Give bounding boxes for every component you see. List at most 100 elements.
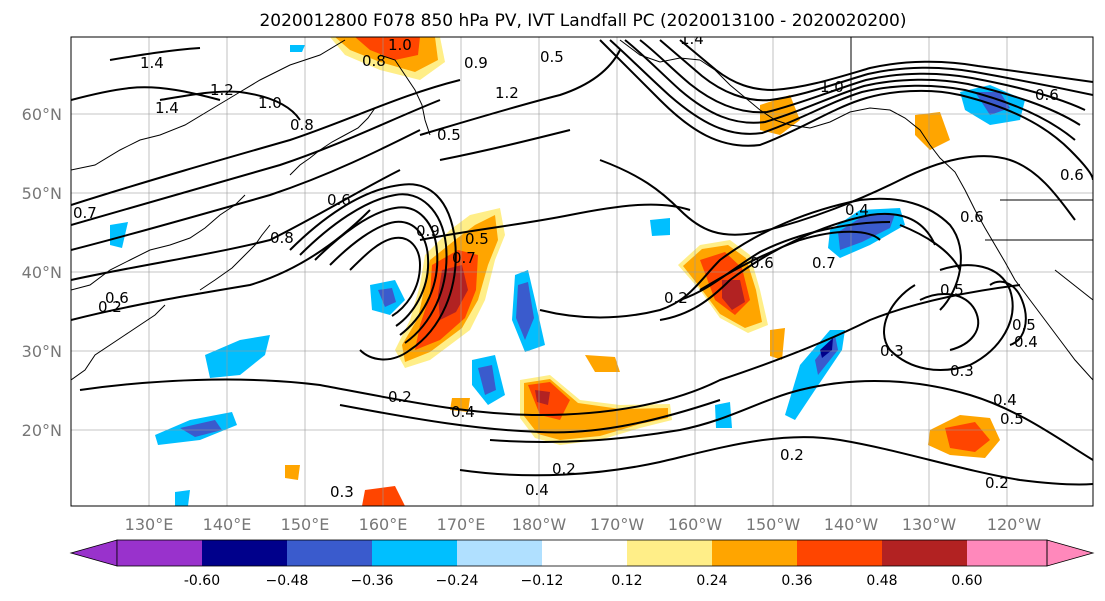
contour-label: 0.5 (1012, 316, 1036, 334)
contour-label: 0.7 (73, 204, 97, 222)
contour-label: 0.3 (880, 342, 904, 360)
lon-label: 170°E (437, 515, 486, 534)
contour-label: 0.3 (950, 362, 974, 380)
pv-negative-region (110, 222, 128, 248)
colorbar-segment (712, 540, 797, 566)
colorbar-tick: −0.36 (351, 573, 394, 589)
contour-label: 0.4 (451, 403, 475, 421)
pv-positive-region (722, 280, 745, 310)
lon-label: 140°E (203, 515, 252, 534)
lon-label: 160°E (359, 515, 408, 534)
pv-negative-region (715, 402, 732, 428)
contour-label: 0.3 (330, 483, 354, 501)
contour-label: 0.6 (750, 254, 774, 272)
coastlines (71, 37, 1093, 381)
pv-negative-region (650, 218, 670, 236)
colorbar-segment (287, 540, 372, 566)
lon-label: 150°E (281, 515, 330, 534)
colorbar-tick: −0.12 (521, 573, 564, 589)
lat-label: 20°N (22, 421, 62, 440)
contour-label: 0.2 (664, 289, 688, 307)
map-border (70, 36, 1094, 507)
colorbar-segment (117, 540, 202, 566)
pv-positive-region (945, 422, 990, 452)
contour-label: 1.0 (388, 36, 412, 54)
contour-label: 1.4 (155, 99, 179, 117)
ivt-contours (71, 39, 1093, 486)
lon-label: 120°W (987, 515, 1042, 534)
colorbar-tick: 0.60 (951, 573, 982, 589)
colorbar-segment (882, 540, 967, 566)
contour-label: 0.5 (940, 281, 964, 299)
colorbar-segment (967, 540, 1047, 566)
pv-positive-region (585, 355, 620, 372)
contour-label: 0.2 (780, 446, 804, 464)
contour-label: 0.4 (525, 481, 549, 499)
colorbar-segment (627, 540, 712, 566)
pv-positive-region (355, 37, 420, 60)
pv-negative-region (205, 335, 270, 378)
contour-label: 1.0 (258, 94, 282, 112)
contour-label: 0.8 (270, 229, 294, 247)
contour-label: 0.6 (327, 191, 351, 209)
contour-label: 1.2 (210, 81, 234, 99)
contour-label: 1.4 (140, 54, 164, 72)
lon-label: 140°W (824, 515, 879, 534)
pv-negative-region (290, 45, 305, 52)
contour-label: 0.4 (993, 391, 1017, 409)
colorbar-segment (542, 540, 627, 566)
lat-label: 60°N (22, 105, 62, 124)
lat-label: 50°N (22, 184, 62, 203)
latitude-labels: 60°N 50°N 40°N 30°N 20°N (22, 105, 62, 440)
contour-label: 0.5 (1000, 410, 1024, 428)
contour-label: 0.6 (105, 289, 129, 307)
colorbar-extend-low (69, 539, 118, 567)
colorbar-tick: 0.48 (866, 573, 897, 589)
lon-label: 180°W (512, 515, 567, 534)
colorbar-tick: −0.48 (266, 573, 309, 589)
contour-label: 0.4 (845, 201, 869, 219)
contour-label: 0.2 (388, 388, 412, 406)
lon-label: 170°W (590, 515, 645, 534)
colorbar-tick: −0.24 (436, 573, 479, 589)
colorbar-segment (372, 540, 457, 566)
contour-label: 0.2 (985, 474, 1009, 492)
contour-label: 0.6 (1060, 166, 1084, 184)
contour-label: 0.8 (290, 116, 314, 134)
longitude-labels: 130°E 140°E 150°E 160°E 170°E 180°W 170°… (125, 515, 1042, 534)
pv-negative-region (478, 365, 496, 395)
colorbar-segment (202, 540, 287, 566)
pv-negative-region (180, 420, 222, 437)
map-content: 1.0 0.8 1.4 1.2 1.4 1.0 0.8 0.7 0.5 0.6 … (71, 30, 1093, 506)
contour-label: 0.5 (540, 48, 564, 66)
pv-negative-region (378, 288, 396, 307)
colorbar-tick: 0.36 (781, 573, 812, 589)
colorbar-tick: -0.60 (184, 573, 220, 589)
contour-label: 0.9 (464, 54, 488, 72)
colorbar-outline (116, 539, 1048, 567)
pv-positive-region (770, 328, 785, 360)
colorbar-segment (797, 540, 882, 566)
contour-label: 0.7 (452, 249, 476, 267)
contour-label: 0.2 (98, 298, 122, 316)
pv-negative-region (175, 490, 190, 506)
contour-label: 0.5 (465, 230, 489, 248)
lon-label: 130°W (902, 515, 957, 534)
lat-label: 30°N (22, 342, 62, 361)
contour-label: 0.6 (960, 208, 984, 226)
lon-label: 130°E (125, 515, 174, 534)
colorbar: -0.60 −0.48 −0.36 −0.24 −0.12 0.12 0.24 … (69, 539, 1095, 589)
colorbar-tick: 0.24 (696, 573, 727, 589)
contour-label: 0.4 (1014, 333, 1038, 351)
pv-positive-region (285, 465, 300, 480)
pv-positive-region (362, 486, 405, 506)
contour-label: 1.2 (495, 84, 519, 102)
colorbar-tick: 0.12 (611, 573, 642, 589)
contour-label: 0.2 (552, 460, 576, 478)
contour-label: 1.4 (680, 30, 704, 48)
contour-label: 1.0 (820, 78, 844, 96)
lon-label: 150°W (746, 515, 801, 534)
contour-label: 0.7 (812, 254, 836, 272)
colorbar-segment (457, 540, 542, 566)
